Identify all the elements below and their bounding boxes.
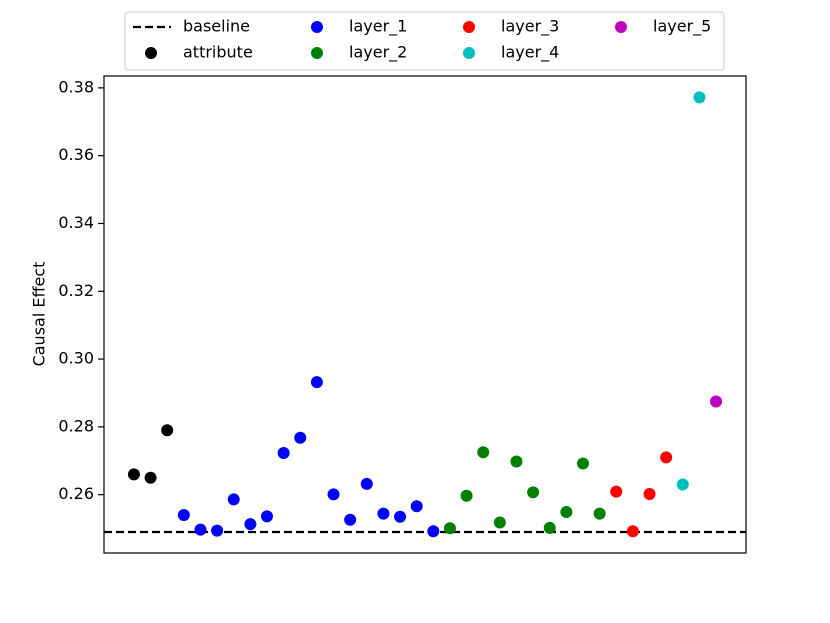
data-point [194,523,207,536]
data-point [626,525,639,538]
y-tick-label: 0.38 [58,77,94,96]
data-point [310,376,323,389]
legend-marker-swatch [145,47,157,59]
legend-label: attribute [183,43,253,62]
legend-marker-swatch [463,47,475,59]
data-point [610,485,623,498]
data-point [410,500,423,513]
plot-area [103,75,747,554]
data-point [244,518,257,531]
data-point [144,471,157,484]
y-axis-label: Causal Effect [30,262,49,367]
data-point [477,446,490,459]
data-point [227,493,240,506]
data-point [377,507,390,520]
y-tick-label: 0.28 [58,416,94,435]
data-point [577,457,590,470]
data-point [510,455,523,468]
y-tick-label: 0.34 [58,213,94,232]
data-point [344,513,357,526]
series-layer-1 [177,376,440,538]
legend-marker-swatch [463,21,475,33]
y-axis: 0.26 0.28 0.30 0.32 0.34 0.36 0.38 [58,77,104,503]
y-tick-label: 0.32 [58,281,94,300]
data-point [277,446,290,459]
plot-frame [103,75,747,554]
legend-entry-layer-5: layer_5 [615,17,711,37]
legend-entry-baseline: baseline [133,17,250,36]
series-layer-4 [676,91,706,491]
legend-entry-attribute: attribute [145,43,253,62]
data-point [660,451,673,464]
legend-label: baseline [183,17,250,36]
y-tick-label: 0.30 [58,349,94,368]
series-layer-5 [710,395,723,408]
legend-entry-layer-4: layer_4 [463,43,559,63]
data-point [394,510,407,523]
legend-marker-swatch [615,21,627,33]
data-point [643,488,656,501]
legend-label: layer_2 [349,43,407,63]
data-point [527,486,540,499]
legend-label: layer_3 [501,17,559,37]
legend-marker-swatch [311,47,323,59]
series-layer-3 [610,451,673,538]
data-point [161,424,174,437]
data-point [693,91,706,104]
data-point [593,507,606,520]
legend-marker-swatch [311,21,323,33]
data-point [427,525,440,538]
series-layer-2 [443,446,606,535]
data-point [443,522,456,535]
y-tick-label: 0.36 [58,145,94,164]
data-point [676,478,689,491]
data-point [327,488,340,501]
data-point [211,524,224,537]
data-point [127,468,140,481]
legend-frame [124,11,725,71]
legend-label: layer_1 [349,17,407,37]
series-attribute [127,424,174,484]
data-point [177,509,190,522]
data-point [493,516,506,529]
legend-entry-layer-1: layer_1 [311,17,407,37]
legend-entry-layer-2: layer_2 [311,43,407,63]
data-point [360,477,373,490]
data-point [543,521,556,534]
legend-label: layer_4 [501,43,559,63]
data-point [710,395,723,408]
data-point [460,489,473,502]
legend: baselineattributelayer_1layer_2layer_3la… [124,11,725,71]
data-point [294,431,307,444]
legend-label: layer_5 [653,17,711,37]
y-tick-label: 0.26 [58,484,94,503]
legend-entry-layer-3: layer_3 [463,17,559,37]
data-point [260,510,273,523]
data-point [560,505,573,518]
